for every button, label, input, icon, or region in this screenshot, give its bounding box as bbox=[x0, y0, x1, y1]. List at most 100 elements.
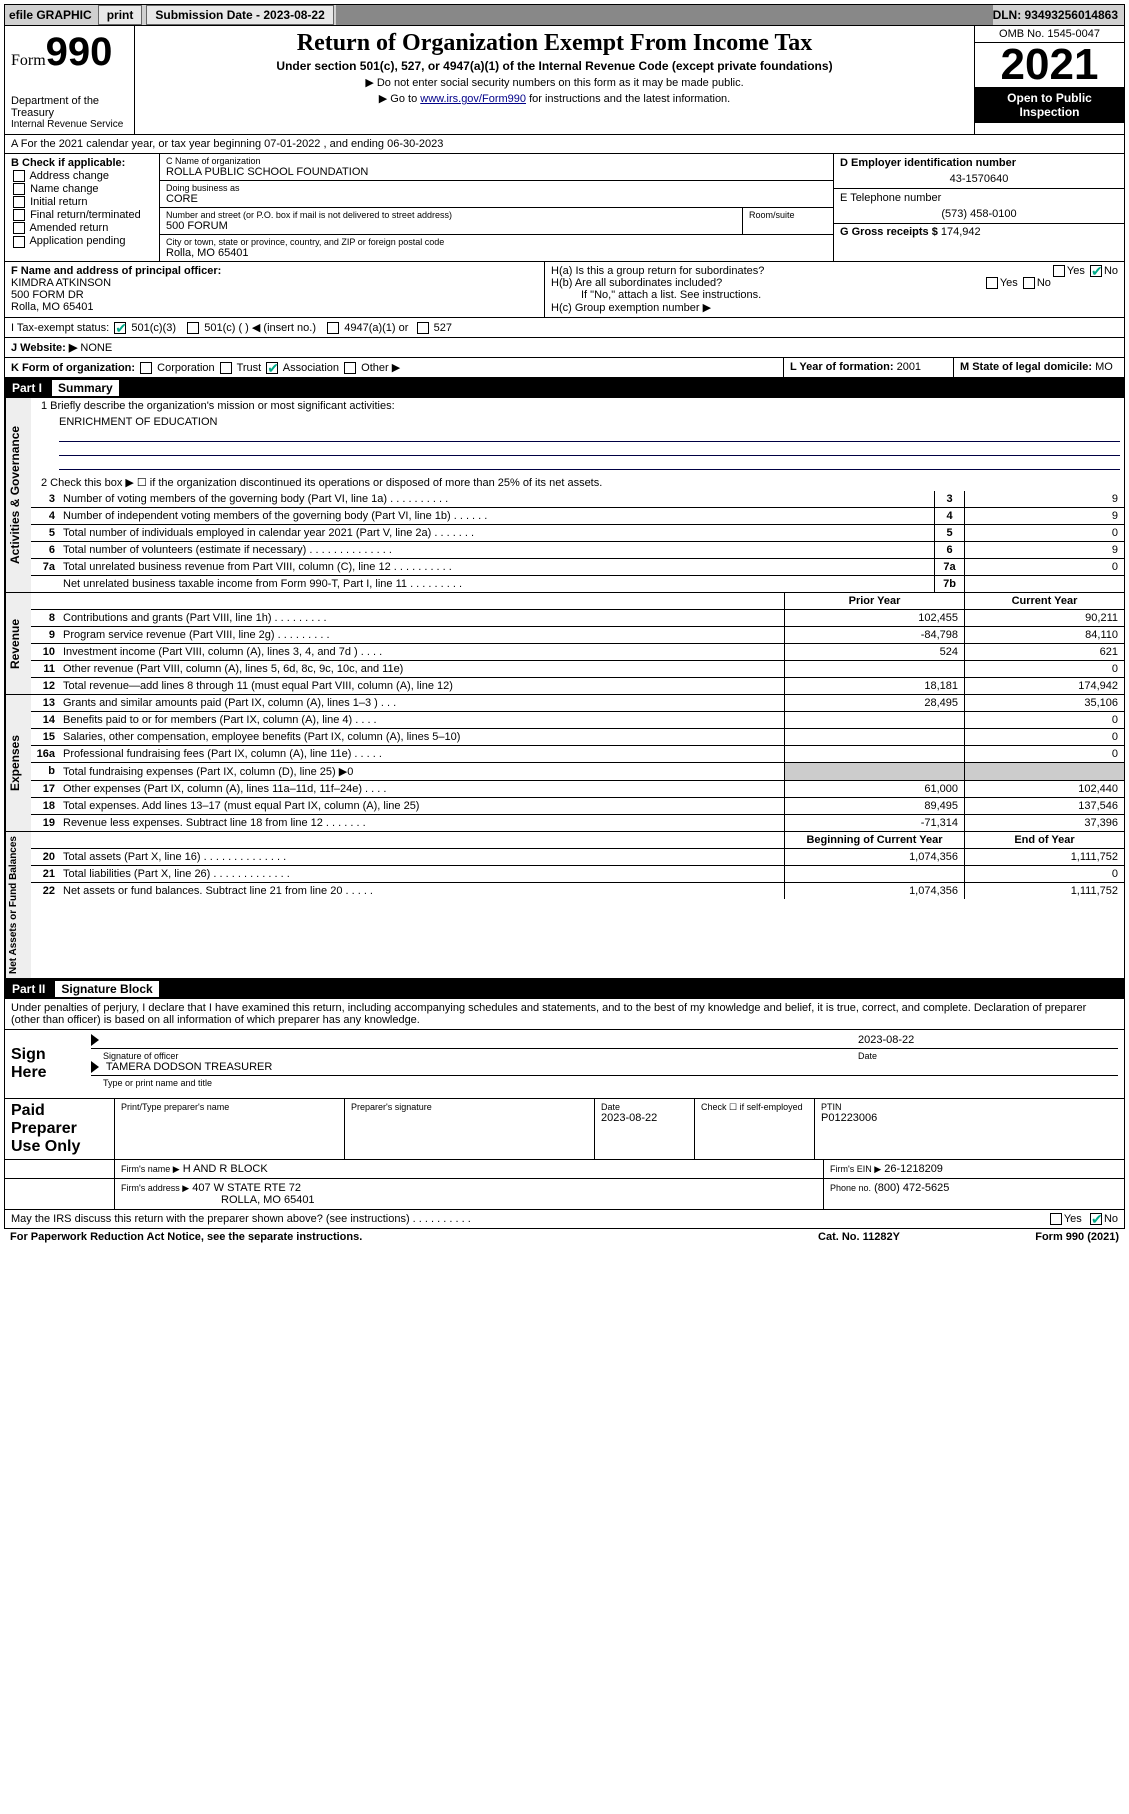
chk-initial[interactable]: Initial return bbox=[11, 196, 153, 208]
row-val: 0 bbox=[964, 559, 1124, 575]
header-grid: B Check if applicable: Address change Na… bbox=[4, 154, 1125, 262]
addr-lbl: Firm's address ▶ bbox=[121, 1183, 189, 1193]
row-text: Total unrelated business revenue from Pa… bbox=[59, 559, 934, 575]
row-box: 7b bbox=[934, 576, 964, 592]
i-o4: 527 bbox=[434, 322, 452, 334]
row-prior: 61,000 bbox=[784, 781, 964, 797]
l-lbl: L Year of formation: bbox=[790, 361, 894, 373]
hdr-prior: Prior Year bbox=[784, 593, 964, 609]
f-addr1: 500 FORM DR bbox=[11, 289, 538, 301]
phone-lbl: Phone no. bbox=[830, 1183, 871, 1193]
k-other-chk[interactable] bbox=[344, 362, 356, 374]
row-num: 15 bbox=[31, 729, 59, 745]
i-4947-chk[interactable] bbox=[327, 322, 339, 334]
k-o1: Corporation bbox=[157, 362, 214, 374]
row-prior: -84,798 bbox=[784, 627, 964, 643]
netassets-section: Net Assets or Fund Balances Beginning of… bbox=[4, 832, 1125, 979]
efile-label: efile GRAPHIC bbox=[5, 8, 96, 22]
row-text: Net assets or fund balances. Subtract li… bbox=[59, 883, 784, 899]
discuss-yes-chk[interactable] bbox=[1050, 1213, 1062, 1225]
row-a: A For the 2021 calendar year, or tax yea… bbox=[4, 134, 1125, 154]
row-num: 4 bbox=[31, 508, 59, 524]
discuss-no-chk[interactable] bbox=[1090, 1213, 1102, 1225]
row-curr: 84,110 bbox=[964, 627, 1124, 643]
g-row: G Gross receipts $ 174,942 bbox=[834, 224, 1124, 240]
row-prior bbox=[784, 712, 964, 728]
table-row: 4 Number of independent voting members o… bbox=[31, 508, 1124, 525]
sig-arrow-icon bbox=[91, 1034, 99, 1046]
table-row: 7a Total unrelated business revenue from… bbox=[31, 559, 1124, 576]
org-city: Rolla, MO 65401 bbox=[166, 247, 827, 259]
q1-val: ENRICHMENT OF EDUCATION bbox=[31, 414, 1124, 474]
i-501c3-chk[interactable] bbox=[114, 322, 126, 334]
part-i-header: Part I Summary bbox=[4, 378, 1125, 398]
row-text: Benefits paid to or for members (Part IX… bbox=[59, 712, 784, 728]
k-corp-chk[interactable] bbox=[140, 362, 152, 374]
chk-pending[interactable]: Application pending bbox=[11, 235, 153, 247]
c-room-lbl: Room/suite bbox=[749, 210, 827, 220]
prep-addr1: 407 W STATE RTE 72 bbox=[192, 1182, 301, 1194]
org-addr: 500 FORUM bbox=[166, 220, 736, 232]
ha-yes-chk[interactable] bbox=[1053, 265, 1065, 277]
prep-h3: Date bbox=[601, 1102, 688, 1112]
f-name: KIMDRA ATKINSON bbox=[11, 277, 538, 289]
chk-name[interactable]: Name change bbox=[11, 183, 153, 195]
submission-date-button[interactable]: Submission Date - 2023-08-22 bbox=[146, 5, 333, 25]
e-lbl: E Telephone number bbox=[840, 192, 1118, 204]
k-assoc-chk[interactable] bbox=[266, 362, 278, 374]
e-phone-row: E Telephone number (573) 458-0100 bbox=[834, 189, 1124, 224]
print-button[interactable]: print bbox=[98, 5, 143, 25]
d-val: 43-1570640 bbox=[840, 173, 1118, 185]
title-main: Return of Organization Exempt From Incom… bbox=[143, 30, 966, 57]
k-trust-chk[interactable] bbox=[220, 362, 232, 374]
row-text: Total expenses. Add lines 13–17 (must eq… bbox=[59, 798, 784, 814]
chk-final-lbl: Final return/terminated bbox=[30, 209, 141, 221]
revenue-section: Revenue Prior Year Current Year 8 Contri… bbox=[4, 593, 1125, 695]
chk-initial-lbl: Initial return bbox=[30, 196, 87, 208]
tax-year: 2021 bbox=[975, 43, 1124, 87]
ha-yes: Yes bbox=[1067, 265, 1085, 277]
hb-no-chk[interactable] bbox=[1023, 277, 1035, 289]
c-city-lbl: City or town, state or province, country… bbox=[166, 237, 827, 247]
c-name-lbl: C Name of organization bbox=[166, 156, 827, 166]
vlabel-gov: Activities & Governance bbox=[5, 398, 31, 592]
part-i-title: Summary bbox=[52, 380, 119, 396]
hb-yes-chk[interactable] bbox=[986, 277, 998, 289]
form-word: Form bbox=[11, 52, 46, 69]
note2-post: for instructions and the latest informat… bbox=[526, 93, 730, 105]
sig-name-lbl: Type or print name and title bbox=[91, 1078, 1118, 1088]
row-text: Number of voting members of the governin… bbox=[59, 491, 934, 507]
row-box: 7a bbox=[934, 559, 964, 575]
k-o2: Trust bbox=[237, 362, 262, 374]
org-dba: CORE bbox=[166, 193, 827, 205]
table-row: 22 Net assets or fund balances. Subtract… bbox=[31, 883, 1124, 899]
row-text: Total fundraising expenses (Part IX, col… bbox=[59, 763, 784, 780]
ein-lbl: Firm's EIN ▶ bbox=[830, 1164, 881, 1174]
row-prior bbox=[784, 746, 964, 762]
row-num: 6 bbox=[31, 542, 59, 558]
fh-row: F Name and address of principal officer:… bbox=[4, 262, 1125, 318]
row-box: 3 bbox=[934, 491, 964, 507]
topbar: efile GRAPHIC print Submission Date - 20… bbox=[4, 4, 1125, 26]
part-i-lbl: Part I bbox=[12, 381, 42, 395]
f-box: F Name and address of principal officer:… bbox=[5, 262, 545, 317]
i-527-chk[interactable] bbox=[417, 322, 429, 334]
firm-name: H AND R BLOCK bbox=[183, 1163, 268, 1175]
prep-title: Paid Preparer Use Only bbox=[5, 1099, 115, 1159]
row-text: Total number of volunteers (estimate if … bbox=[59, 542, 934, 558]
i-o3: 4947(a)(1) or bbox=[344, 322, 408, 334]
ha-no-chk[interactable] bbox=[1090, 265, 1102, 277]
chk-amended[interactable]: Amended return bbox=[11, 222, 153, 234]
sign-body: Signature of officer 2023-08-22 Date TAM… bbox=[85, 1030, 1124, 1098]
row-num: 5 bbox=[31, 525, 59, 541]
i-501c-chk[interactable] bbox=[187, 322, 199, 334]
chk-address[interactable]: Address change bbox=[11, 170, 153, 182]
chk-final[interactable]: Final return/terminated bbox=[11, 209, 153, 221]
table-row: 16a Professional fundraising fees (Part … bbox=[31, 746, 1124, 763]
prep-h3v: 2023-08-22 bbox=[601, 1112, 688, 1124]
row-prior: 524 bbox=[784, 644, 964, 660]
form990-link[interactable]: www.irs.gov/Form990 bbox=[420, 93, 526, 105]
row-curr: 0 bbox=[964, 712, 1124, 728]
date-lbl: Date bbox=[858, 1051, 1118, 1061]
expenses-section: Expenses 13 Grants and similar amounts p… bbox=[4, 695, 1125, 832]
